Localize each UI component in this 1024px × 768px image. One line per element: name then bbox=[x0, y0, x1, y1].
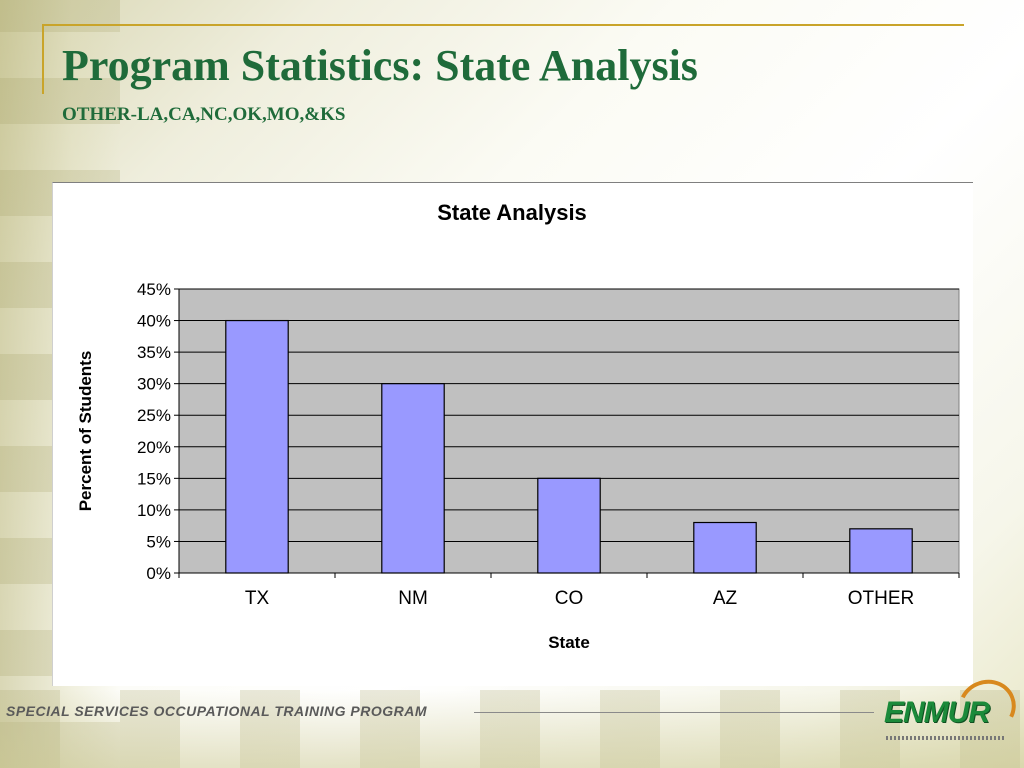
bar-co bbox=[537, 477, 601, 574]
y-axis-label: Percent of Students bbox=[76, 351, 95, 512]
x-tick-label: AZ bbox=[713, 588, 738, 609]
y-tick-label: 45% bbox=[137, 280, 171, 299]
slide-title: Program Statistics: State Analysis bbox=[62, 41, 698, 90]
bar-nm bbox=[381, 383, 445, 574]
logo-tagline-mark bbox=[886, 736, 1004, 740]
y-tick-label: 30% bbox=[137, 375, 171, 394]
bar-az bbox=[693, 521, 757, 574]
slide-subtitle: OTHER-LA,CA,NC,OK,MO,&KS bbox=[62, 104, 346, 125]
title-top-rule bbox=[42, 24, 964, 26]
footer-divider bbox=[474, 712, 874, 713]
x-tick-label: OTHER bbox=[848, 588, 915, 609]
chart-panel: State Analysis Percent of Students State… bbox=[52, 182, 973, 686]
x-tick-label: NM bbox=[398, 588, 428, 609]
background-texture-bottom bbox=[0, 690, 1024, 768]
y-tick-label: 5% bbox=[146, 532, 171, 551]
y-tick-label: 15% bbox=[137, 469, 171, 488]
plot-area: 0% 5% 10% 15% 20% 25% 30% 35% 40% 45% TX NM CO AZ OTHE… bbox=[137, 280, 960, 609]
footer-program-name: SPECIAL SERVICES OCCUPATIONAL TRAINING P… bbox=[6, 703, 427, 719]
bar-other bbox=[849, 528, 913, 574]
y-tick-label: 40% bbox=[137, 312, 171, 331]
enmu-logo: ENMUR bbox=[876, 671, 1024, 764]
bar-tx bbox=[225, 319, 289, 574]
x-axis-label: State bbox=[548, 633, 590, 652]
y-tick-label: 35% bbox=[137, 343, 171, 362]
logo-wordmark: ENMUR bbox=[884, 696, 990, 729]
y-tick-label: 20% bbox=[137, 438, 171, 457]
y-tick-label: 0% bbox=[146, 564, 171, 583]
x-tick-label: CO bbox=[555, 588, 584, 609]
state-analysis-chart: State Analysis Percent of Students State… bbox=[76, 200, 960, 652]
y-tick-label: 10% bbox=[137, 501, 171, 520]
x-tick-label: TX bbox=[245, 588, 270, 609]
title-left-rule bbox=[42, 24, 44, 94]
y-tick-label: 25% bbox=[137, 406, 171, 425]
chart-title: State Analysis bbox=[437, 200, 587, 225]
